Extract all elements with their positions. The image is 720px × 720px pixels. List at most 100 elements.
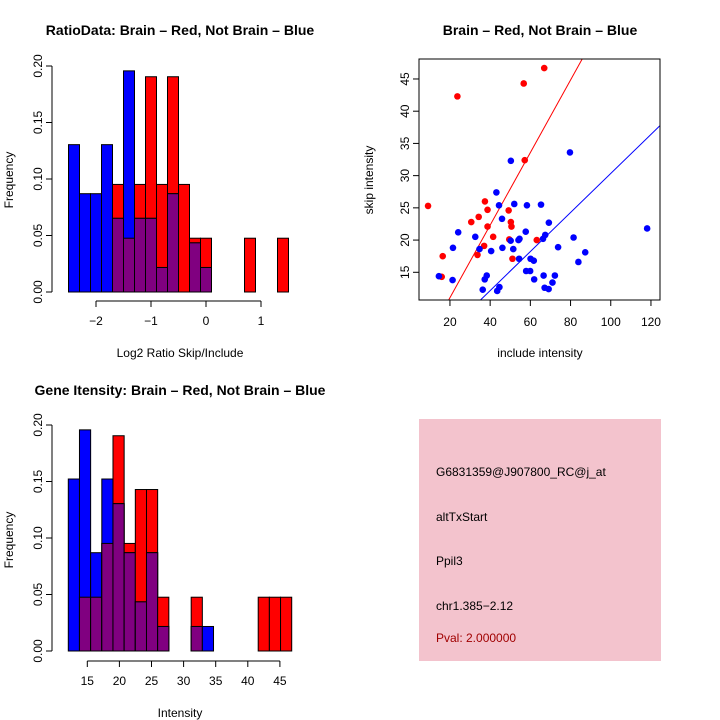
hist1-ylabel: Frequency xyxy=(2,152,16,209)
point-red xyxy=(475,213,482,221)
point-red xyxy=(474,251,481,259)
bar-blue xyxy=(90,193,102,293)
bar-overlap xyxy=(134,601,147,652)
point-blue xyxy=(566,149,574,156)
bar-overlap xyxy=(101,542,114,652)
point-red xyxy=(540,64,548,72)
y-tick-label: 30 xyxy=(398,169,412,183)
point-red xyxy=(481,198,489,205)
bar-overlap xyxy=(145,217,157,293)
point-blue xyxy=(575,258,582,266)
x-tick-label: 60 xyxy=(524,315,538,329)
point-red xyxy=(424,202,432,210)
point-red xyxy=(484,223,491,230)
point-red xyxy=(533,236,541,244)
scatter-ylabel: skip intensity xyxy=(362,146,376,215)
point-blue xyxy=(479,286,487,293)
hist2-plot: 15 20 25 30 35 40 45 0.00 0.05 0.10 0.15 0.20 xyxy=(31,413,293,688)
hist2-title: Gene Itensity: Brain – Red, Not Brain – … xyxy=(35,382,326,398)
info-background xyxy=(419,419,661,661)
point-blue xyxy=(507,237,514,245)
point-blue xyxy=(545,285,552,293)
point-blue xyxy=(515,255,523,263)
bar-red xyxy=(244,237,256,293)
point-red xyxy=(508,223,515,230)
info-gene: Ppil3 xyxy=(436,554,463,568)
y-tick-label: 0.00 xyxy=(31,639,45,663)
bar-overlap xyxy=(112,217,124,293)
bar-overlap xyxy=(157,625,170,652)
point-red xyxy=(484,206,491,214)
x-tick-label: 25 xyxy=(145,674,159,688)
point-blue xyxy=(516,235,523,243)
bar-overlap xyxy=(123,552,136,652)
x-tick-label: 0 xyxy=(203,314,210,328)
x-tick-label: 120 xyxy=(641,315,661,329)
scatter-plot: 20 40 60 80 100 120 15 20 25 30 35 40 45 xyxy=(398,58,661,329)
bar-overlap xyxy=(145,552,159,652)
point-blue xyxy=(570,234,577,241)
point-blue xyxy=(540,272,547,279)
point-blue xyxy=(495,201,503,209)
point-blue xyxy=(498,215,506,223)
point-red xyxy=(520,80,528,87)
bar-red xyxy=(277,237,289,293)
bar-overlap xyxy=(112,503,125,652)
point-blue xyxy=(551,272,559,279)
x-tick-label: 30 xyxy=(177,674,191,688)
x-tick-label: 80 xyxy=(564,315,578,329)
bar-red xyxy=(178,183,190,293)
y-tick-label: 40 xyxy=(398,104,412,118)
y-tick-label: 15 xyxy=(398,265,412,279)
point-blue xyxy=(487,247,495,255)
point-red xyxy=(454,93,461,100)
point-blue xyxy=(496,283,503,291)
point-blue xyxy=(449,276,456,284)
point-red xyxy=(480,242,488,250)
point-blue xyxy=(581,249,589,256)
point-red xyxy=(489,233,497,241)
y-tick-label: 0.20 xyxy=(31,413,45,437)
hist2-ylabel: Frequency xyxy=(2,512,16,569)
bar-overlap xyxy=(78,596,92,652)
point-blue xyxy=(541,231,549,239)
fit-line-blue xyxy=(479,125,660,300)
point-blue xyxy=(454,229,462,236)
bar-overlap xyxy=(167,193,179,293)
x-tick-label: 15 xyxy=(81,674,95,688)
point-red xyxy=(521,156,529,164)
point-blue xyxy=(537,201,545,208)
info-panel: G6831359@J907800_RC@j_at altTxStart Ppil… xyxy=(419,419,661,661)
bar-blue xyxy=(101,144,113,293)
bar-red xyxy=(280,596,293,652)
point-blue xyxy=(493,189,500,196)
point-blue xyxy=(526,267,534,275)
point-blue xyxy=(507,157,515,165)
info-pval: Pval: 2.000000 xyxy=(436,631,516,645)
y-tick-label: 0.15 xyxy=(31,469,45,493)
y-tick-label: 45 xyxy=(398,72,412,86)
x-tick-label: 40 xyxy=(483,315,497,329)
bar-blue xyxy=(201,625,215,652)
point-blue xyxy=(643,225,651,232)
point-blue xyxy=(522,228,530,235)
y-tick-label: 0.05 xyxy=(31,223,45,247)
bar-red xyxy=(268,596,282,652)
point-blue xyxy=(554,243,562,251)
y-tick-label: 25 xyxy=(398,201,412,215)
x-tick-label: −2 xyxy=(89,314,103,328)
x-tick-label: 40 xyxy=(241,674,255,688)
x-tick-label: 20 xyxy=(113,674,127,688)
point-red xyxy=(509,255,516,263)
info-location: chr1.385−2.12 xyxy=(436,599,513,613)
info-event: altTxStart xyxy=(436,510,488,524)
y-tick-label: 0.00 xyxy=(31,280,45,304)
point-blue xyxy=(471,233,479,241)
x-tick-label: 20 xyxy=(443,315,457,329)
point-blue xyxy=(499,244,506,252)
x-tick-label: 45 xyxy=(273,674,287,688)
bar-blue xyxy=(67,478,80,652)
point-red xyxy=(505,207,512,214)
scatter-xlabel: include intensity xyxy=(497,346,582,360)
point-blue xyxy=(545,219,553,226)
